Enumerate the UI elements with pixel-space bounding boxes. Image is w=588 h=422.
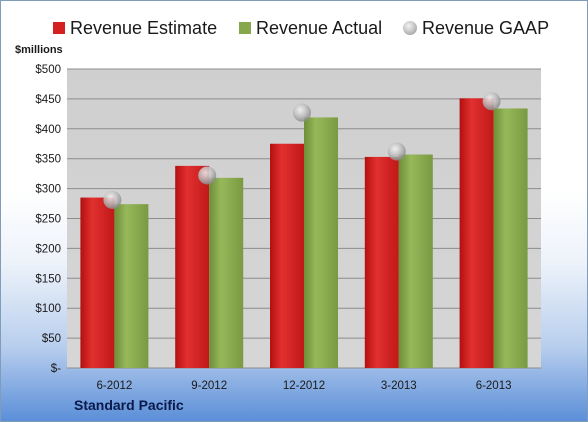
bar-revenue-estimate	[459, 98, 494, 368]
bar-revenue-estimate	[80, 197, 115, 368]
marker-revenue-gaap	[293, 103, 311, 122]
y-tick-label: $50	[42, 333, 61, 345]
x-tick-label: 6-2013	[476, 380, 512, 392]
marker-revenue-gaap	[103, 190, 122, 209]
bar-revenue-estimate	[270, 143, 304, 368]
x-tick-label: 3-2013	[381, 380, 417, 392]
legend-marker-gaap	[403, 21, 417, 35]
y-tick-label: $250	[35, 214, 61, 226]
legend-label-actual: Revenue Actual	[256, 18, 383, 38]
legend-label-gaap: Revenue GAAP	[422, 18, 550, 38]
y-tick-label: $150	[35, 273, 61, 285]
legend-swatch-estimate	[53, 22, 65, 34]
bar-revenue-actual	[304, 117, 338, 368]
legend: Revenue Estimate Revenue Actual Revenue …	[1, 1, 587, 41]
marker-revenue-gaap	[387, 142, 406, 161]
y-tick-label: $350	[35, 154, 61, 166]
y-tick-label: $500	[35, 64, 61, 76]
bar-revenue-estimate	[364, 156, 399, 368]
marker-revenue-gaap	[482, 92, 501, 111]
x-tick-label: 9-2012	[191, 380, 227, 392]
bar-revenue-actual	[398, 154, 433, 368]
x-tick-label: 6-2012	[96, 380, 132, 392]
y-tick-label: $450	[35, 94, 61, 106]
x-tick-label: 12-2012	[283, 380, 325, 392]
bar-revenue-actual	[114, 204, 149, 368]
marker-revenue-gaap	[198, 166, 217, 185]
legend-swatch-actual	[239, 22, 251, 34]
bar-revenue-estimate	[175, 165, 210, 368]
y-tick-label: $100	[35, 303, 61, 315]
bar-revenue-actual	[493, 108, 528, 368]
y-tick-label: $-	[51, 363, 61, 375]
y-tick-label: $400	[35, 124, 61, 136]
y-axis-title: $millions	[15, 44, 63, 56]
y-tick-label: $300	[35, 184, 61, 196]
y-tick-label: $200	[35, 243, 61, 255]
company-name: Standard Pacific	[74, 397, 184, 413]
bar-revenue-actual	[209, 177, 244, 368]
legend-label-estimate: Revenue Estimate	[70, 18, 218, 38]
